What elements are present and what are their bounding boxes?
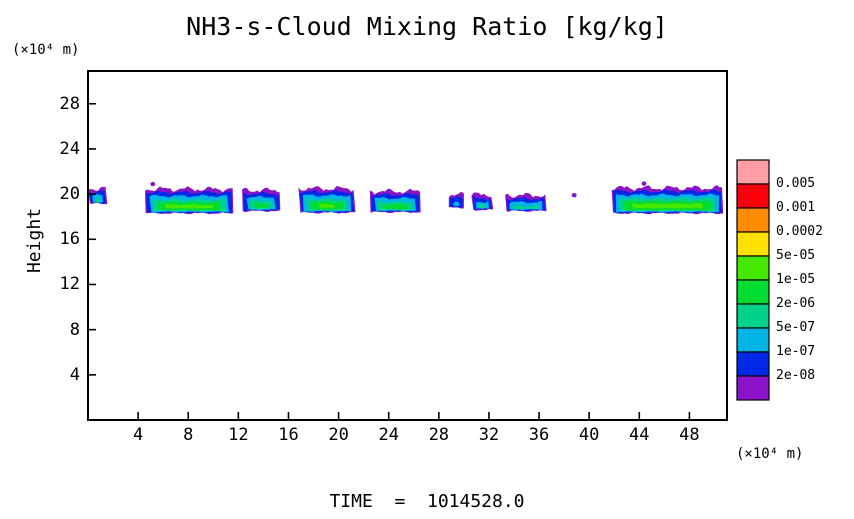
colorbar-label: 0.005	[776, 176, 816, 191]
x-tick-label: 36	[528, 425, 550, 445]
cloud-layer-bright-green	[631, 202, 704, 209]
x-tick-label: 44	[629, 425, 650, 445]
y-tick-label: 4	[69, 364, 80, 385]
y-tick-label: 8	[69, 319, 80, 340]
y-tick-label: 16	[59, 229, 80, 250]
x-tick-label: 12	[228, 425, 249, 445]
y-axis-unit-label: (×10⁴ m)	[12, 42, 80, 58]
colorbar-swatch	[736, 375, 770, 401]
x-axis-tick-labels: 4 8 12 16 20 24 28 32 36 40 44 48	[0, 425, 854, 445]
cloud-layer-green	[381, 203, 409, 210]
x-tick-label: 4	[132, 425, 144, 445]
y-tick-label: 28	[59, 93, 80, 114]
colorbar-label: 1e-07	[776, 344, 816, 359]
colorbar-label: 2e-08	[776, 368, 816, 383]
cloud-layer-bright-green	[165, 204, 214, 209]
colorbar-label: 5e-05	[776, 248, 816, 263]
colorbar	[736, 159, 770, 401]
x-tick-label: 16	[278, 425, 299, 445]
colorbar-swatch	[736, 159, 770, 185]
x-tick-label: 24	[378, 425, 399, 445]
x-axis-unit-label: (×10⁴ m)	[736, 446, 804, 462]
colorbar-swatch	[736, 207, 770, 233]
cloud-bands	[88, 181, 724, 215]
colorbar-labels: 0.005 0.001 0.0002 5e-05 1e-05 2e-06 5e-07 1e-0…	[776, 0, 854, 519]
colorbar-swatch	[736, 303, 770, 329]
time-label: TIME = 1014528.0	[329, 491, 525, 512]
cloud-blob	[641, 181, 647, 186]
cloud-layer-teal-green	[512, 204, 540, 210]
cloud-layer-bright-green	[318, 203, 336, 208]
colorbar-label: 0.0002	[776, 224, 823, 239]
colorbar-label: 1e-05	[776, 272, 816, 287]
cloud-blob	[453, 201, 460, 207]
y-tick-label: 24	[59, 138, 80, 159]
colorbar-swatch	[736, 327, 770, 353]
plot-frame	[87, 70, 728, 421]
x-tick-label: 28	[428, 425, 450, 445]
colorbar-swatch	[736, 183, 770, 209]
x-tick-label: 20	[328, 425, 349, 445]
cloud-blob	[150, 181, 156, 187]
y-tick-label: 20	[59, 184, 80, 205]
cloud-blob	[95, 198, 101, 203]
colorbar-label: 2e-06	[776, 296, 816, 311]
x-tick-label: 32	[478, 425, 500, 445]
chart-title: NH3-s-Cloud Mixing Ratio [kg/kg]	[186, 12, 668, 41]
x-tick-label: 48	[679, 425, 700, 445]
x-tick-label: 8	[183, 425, 194, 445]
colorbar-label: 5e-07	[776, 320, 816, 335]
colorbar-swatch	[736, 231, 770, 257]
x-tick-label: 40	[578, 425, 600, 445]
colorbar-label: 0.001	[776, 200, 816, 215]
colorbar-swatch	[736, 351, 770, 377]
axis-ticks	[88, 102, 691, 420]
cloud-layer-green	[254, 202, 269, 209]
colorbar-swatch	[736, 279, 770, 305]
cloud-blob	[571, 193, 577, 198]
y-axis-tick-labels: 4 8 12 16 20 24 28	[0, 0, 90, 519]
cloud-blob	[478, 204, 486, 209]
colorbar-swatch	[736, 255, 770, 281]
y-tick-label: 12	[59, 274, 80, 295]
